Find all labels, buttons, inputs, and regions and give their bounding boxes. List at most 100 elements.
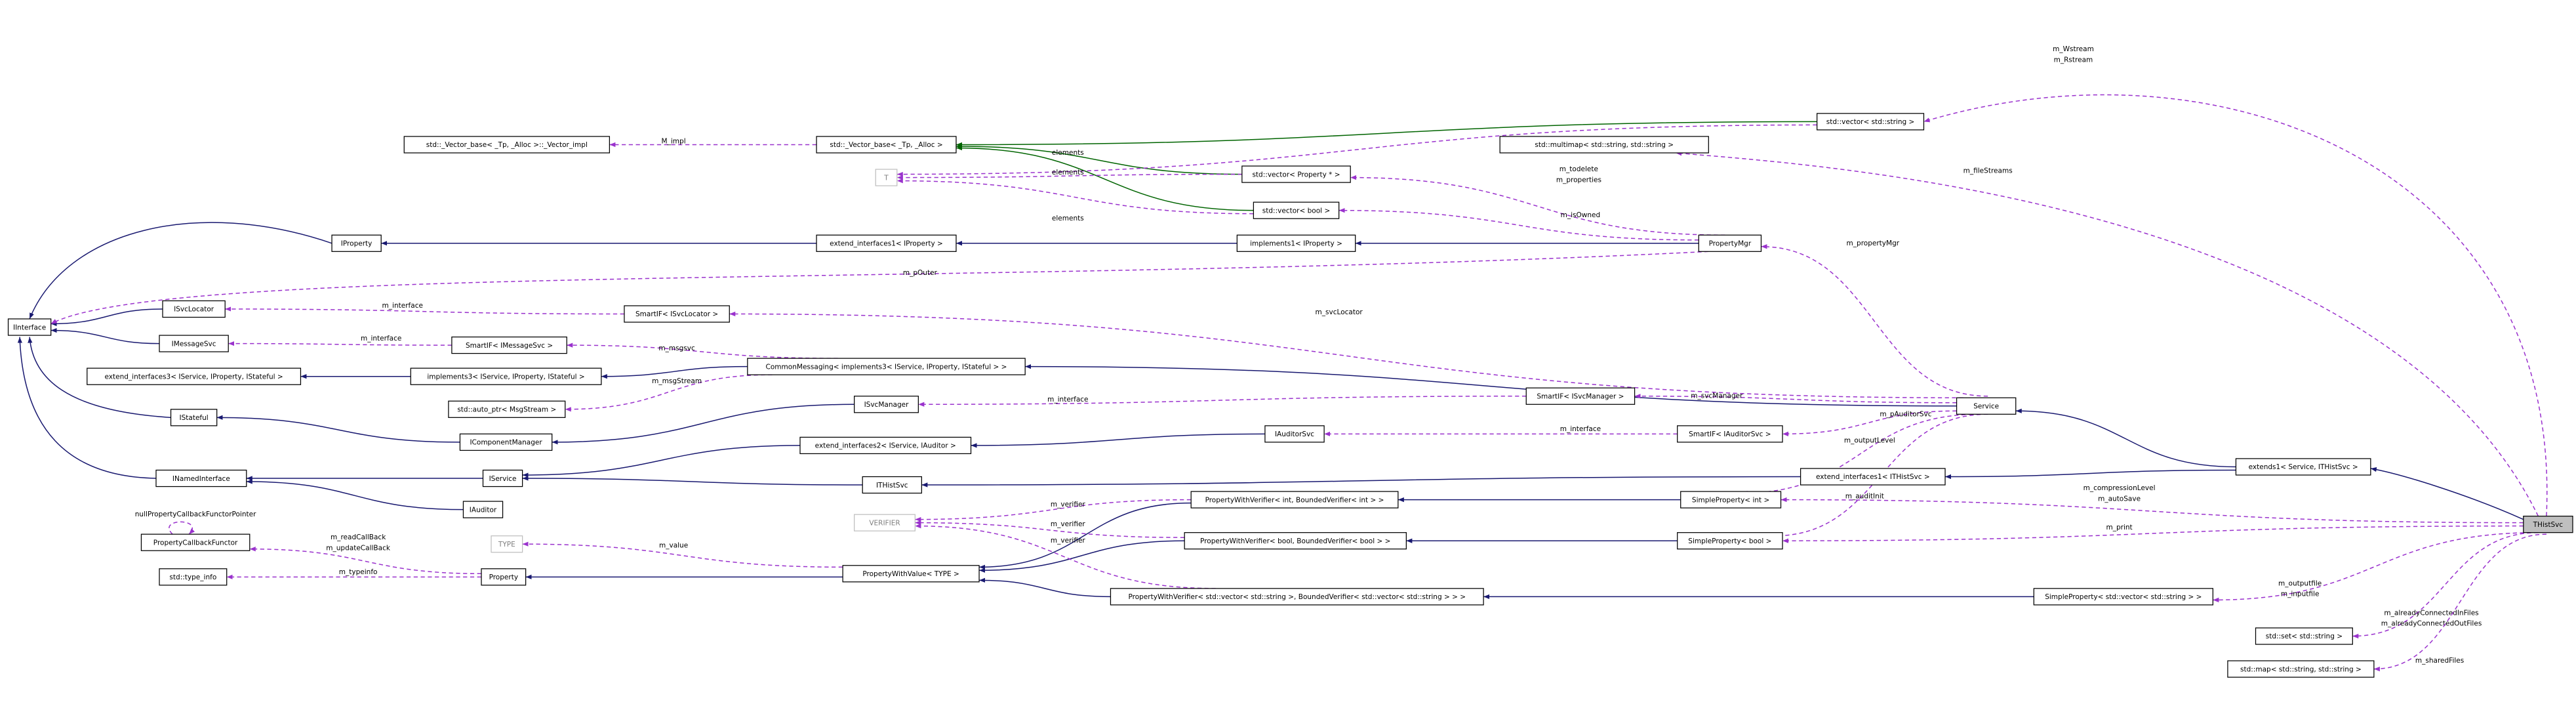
node-box [1800, 468, 1946, 486]
edge-label: m_sharedFiles [2415, 657, 2464, 665]
node-box [410, 367, 602, 385]
usage-edge [1923, 94, 2548, 516]
usage-edge [2373, 533, 2546, 672]
node-label: std::_Vector_base< _Tp, _Alloc > [830, 141, 942, 149]
node-label: extends1< Service, ITHistSvc > [2249, 463, 2358, 471]
node-box [1253, 201, 1340, 219]
usage-edge [565, 374, 773, 412]
node-box [1190, 491, 1399, 509]
usage-edge [249, 547, 481, 575]
edge-label: elements [1052, 215, 1084, 222]
usage-edge [1741, 413, 1980, 496]
inheritance-edge [979, 502, 1192, 570]
usage-edge [2213, 531, 2539, 602]
node-box [403, 136, 611, 154]
node-box [459, 433, 553, 451]
node-label: INamedInterface [172, 475, 230, 483]
edge-label: m_interface [382, 302, 423, 310]
usage-edge [522, 541, 843, 568]
node-label: T [883, 174, 889, 182]
edge-label: m_autoSave [2098, 495, 2141, 503]
node-box [451, 336, 567, 354]
node-box [462, 501, 504, 518]
node-box [1499, 136, 1709, 154]
usage-edge [896, 124, 1817, 177]
edge-label: m_inputfile [2281, 591, 2320, 598]
node-label: IProperty [341, 240, 372, 248]
node-label: ISvcLocator [174, 306, 214, 314]
edge-label: m_verifier [1051, 520, 1086, 528]
node-label: ISvcManager [864, 401, 910, 409]
node-label: Service [1973, 403, 1999, 411]
node-label: SimpleProperty< std::vector< std::string… [2045, 593, 2202, 601]
node-box [331, 234, 382, 252]
edge-label: m_pOuter [903, 269, 938, 277]
edge-label: M_impl [662, 137, 686, 145]
edge-label: m_svcManager [1691, 392, 1743, 400]
edge-label: m_verifier [1051, 501, 1086, 509]
node-label: std::multimap< std::string, std::string … [1535, 141, 1674, 149]
node-box [1677, 425, 1783, 443]
node-box [2033, 588, 2213, 606]
node-label: PropertyWithVerifier< std::vector< std::… [1128, 593, 1466, 601]
node-box [842, 565, 980, 583]
node-box [875, 169, 898, 186]
node-box [816, 234, 957, 252]
usage-edge [729, 311, 1963, 399]
node-box [159, 335, 229, 352]
edge-label: m_outputfile [2278, 579, 2322, 587]
node-box [1184, 532, 1407, 550]
node-box [1817, 113, 1925, 131]
edge-label: m_typeinfo [339, 568, 378, 576]
node-box [624, 305, 730, 323]
node-box [1698, 234, 1762, 252]
node-box [159, 568, 228, 586]
node-box [87, 367, 302, 385]
edge-label: m_outputLevel [1844, 436, 1895, 444]
node-box [1264, 425, 1325, 443]
usage-edge [2352, 531, 2539, 639]
inheritance-edge [552, 404, 855, 445]
inheritance-edge [2370, 467, 2524, 520]
usage-edge [915, 524, 1216, 589]
node-label: IMessageSvc [172, 340, 216, 348]
node-box [140, 533, 251, 551]
usage-edge [50, 251, 1709, 325]
node-label: extend_interfaces1< IProperty > [830, 240, 943, 248]
edge-label: m_todelete [1560, 165, 1598, 173]
node-box [2235, 458, 2371, 476]
node-box [1241, 165, 1351, 183]
usage-edge [918, 396, 1527, 407]
node-box [854, 396, 919, 413]
inheritance-edge [28, 337, 171, 419]
usage-edge [225, 306, 624, 315]
inheritance-edge [971, 433, 1265, 448]
node-label: SmartIF< IMessageSvc > [466, 342, 553, 350]
inheritance-edge [979, 540, 1185, 573]
edge-label: m_interface [1560, 425, 1601, 433]
node-label: std::vector< Property * > [1252, 171, 1340, 178]
usage-edge [896, 178, 1254, 215]
inheritance-edge [17, 337, 156, 479]
template-edge [956, 144, 1242, 175]
node-label: std::set< std::string > [2266, 633, 2343, 640]
node-box [2227, 660, 2375, 678]
node-box [854, 514, 916, 531]
usage-edge [896, 173, 1242, 180]
edge-label: elements [1052, 149, 1084, 157]
edge-label: m_compressionLevel [2083, 484, 2156, 492]
template-edge [956, 145, 1254, 211]
edge-label: m_interface [1047, 396, 1088, 404]
usage-edge [915, 520, 1185, 538]
edge-label: m_alreadyConnectedOutFiles [2381, 620, 2482, 628]
edge-label: m_isOwned [1561, 211, 1601, 219]
inheritance-edge [1945, 469, 2236, 480]
node-label: implements3< IService, IProperty, IState… [427, 373, 584, 381]
inheritance-edge [921, 476, 1801, 488]
usage-edge [567, 343, 838, 359]
node-box [1677, 532, 1783, 550]
node-label: SmartIF< ISvcLocator > [635, 310, 718, 318]
inheritance-edge [50, 308, 163, 327]
inheritance-edge [216, 415, 460, 443]
